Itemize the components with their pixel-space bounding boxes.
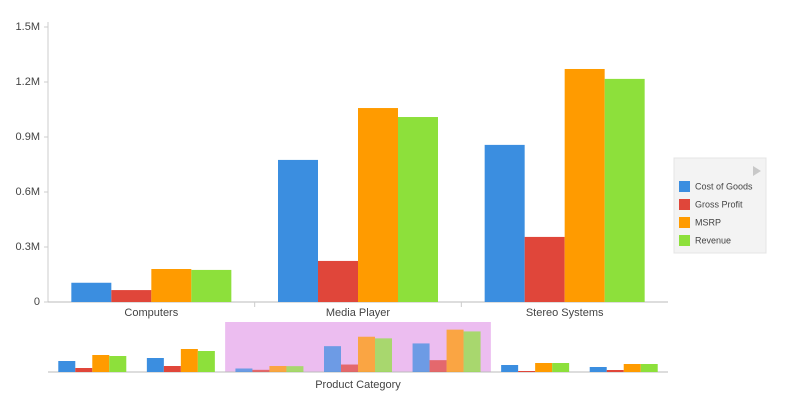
bar	[375, 338, 392, 372]
bar	[235, 368, 253, 372]
bar	[191, 269, 232, 302]
bar	[535, 363, 553, 372]
legend-arrow[interactable]	[753, 166, 761, 176]
bar	[604, 78, 645, 302]
bar	[146, 358, 164, 372]
x-tick-label: Media Player	[326, 307, 391, 319]
bar	[484, 144, 525, 302]
y-tick-label: 0	[34, 296, 40, 308]
bar	[75, 368, 93, 372]
bar	[269, 366, 287, 372]
bar	[564, 68, 605, 302]
bar	[398, 117, 438, 303]
legend-label[interactable]: Gross Profit	[695, 199, 743, 209]
bar	[589, 367, 607, 372]
bar	[318, 260, 358, 302]
y-tick-label: 0.6M	[16, 186, 40, 198]
x-tick-label: Stereo Systems	[526, 307, 604, 319]
bar	[623, 364, 641, 372]
bar	[111, 290, 152, 302]
bar	[446, 329, 464, 372]
y-tick-label: 0.9M	[16, 131, 40, 143]
legend-label[interactable]: Revenue	[695, 235, 731, 245]
bar	[278, 159, 318, 302]
bar	[640, 364, 658, 372]
legend-swatch[interactable]	[679, 235, 690, 246]
bar	[524, 236, 565, 302]
legend-label[interactable]: MSRP	[695, 217, 721, 227]
bar	[286, 366, 304, 372]
bar	[552, 363, 570, 372]
legend-swatch[interactable]	[679, 217, 690, 228]
bar	[109, 356, 127, 372]
bar	[180, 349, 198, 372]
x-tick-label: Computers	[124, 307, 178, 319]
bar	[463, 331, 481, 372]
bar	[324, 346, 341, 372]
bar	[518, 371, 536, 372]
bar	[252, 369, 270, 372]
x-axis-label: Product Category	[315, 379, 401, 391]
bar	[412, 343, 430, 372]
legend-swatch[interactable]	[679, 199, 690, 210]
legend-swatch[interactable]	[679, 181, 690, 192]
bar	[501, 365, 519, 372]
y-tick-label: 0.3M	[16, 241, 40, 253]
y-tick-label: 1.5M	[16, 21, 40, 33]
bar	[151, 269, 192, 302]
bar	[429, 360, 447, 372]
bar	[92, 355, 110, 372]
bar	[58, 361, 76, 372]
bar	[341, 364, 358, 372]
bar	[606, 370, 624, 372]
bar	[358, 108, 398, 303]
legend-label[interactable]: Cost of Goods	[695, 181, 753, 191]
bar	[358, 336, 375, 372]
bar	[197, 351, 215, 372]
y-tick-label: 1.2M	[16, 76, 40, 88]
bar	[71, 282, 112, 302]
bar	[163, 366, 181, 372]
